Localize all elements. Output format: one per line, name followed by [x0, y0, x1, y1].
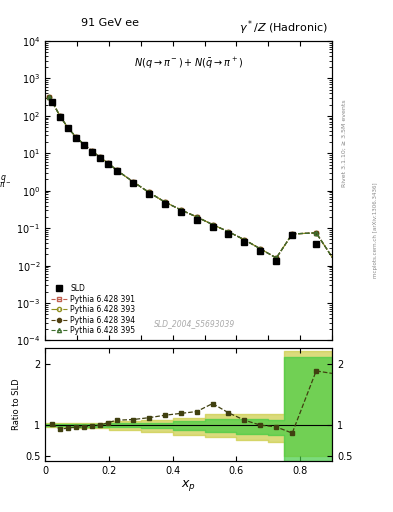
Text: mcplots.cern.ch [arXiv:1306.3436]: mcplots.cern.ch [arXiv:1306.3436]: [373, 183, 378, 278]
Y-axis label: $R_{\pi^-}^{q}$: $R_{\pi^-}^{q}$: [0, 173, 12, 191]
Text: $\gamma^*/Z$ (Hadronic): $\gamma^*/Z$ (Hadronic): [239, 18, 327, 36]
Text: Rivet 3.1.10; ≥ 3.5M events: Rivet 3.1.10; ≥ 3.5M events: [342, 99, 346, 187]
Legend: SLD, Pythia 6.428 391, Pythia 6.428 393, Pythia 6.428 394, Pythia 6.428 395: SLD, Pythia 6.428 391, Pythia 6.428 393,…: [49, 283, 137, 337]
Text: 91 GeV ee: 91 GeV ee: [81, 18, 139, 28]
Text: $N(q \to \pi^-)+N(\bar{q} \to \pi^+)$: $N(q \to \pi^-)+N(\bar{q} \to \pi^+)$: [134, 56, 243, 71]
Y-axis label: Ratio to SLD: Ratio to SLD: [12, 379, 21, 430]
Text: SLD_2004_S5693039: SLD_2004_S5693039: [154, 319, 235, 329]
X-axis label: $x_p$: $x_p$: [181, 478, 196, 494]
